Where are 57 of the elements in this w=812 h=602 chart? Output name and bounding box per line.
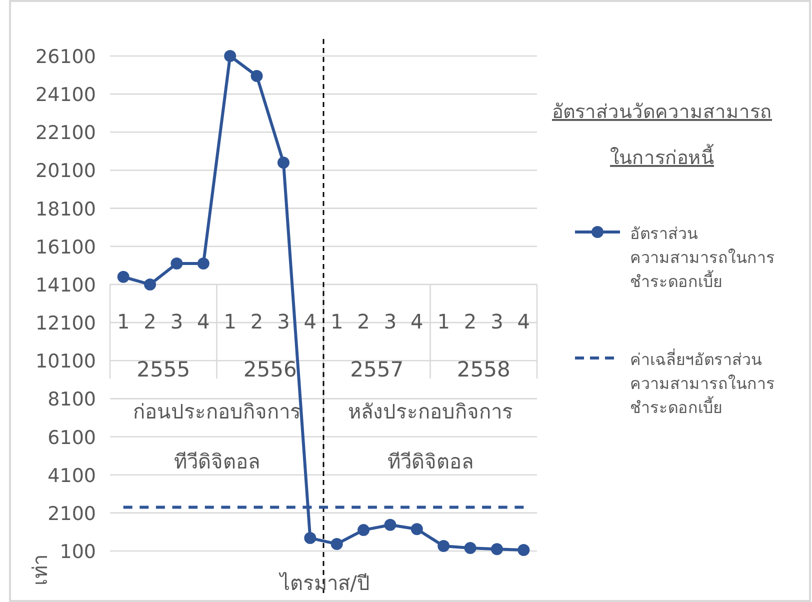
x-tick-label: 4 bbox=[410, 309, 424, 334]
annotation: 2558 bbox=[456, 357, 510, 382]
point bbox=[170, 258, 183, 270]
y-tick-label: 22100 bbox=[36, 122, 96, 144]
legend-label: อัตราส่วน ความสามารถในการ ชำระดอกเบี้ย bbox=[630, 224, 775, 291]
y-tick-label: 12100 bbox=[36, 312, 96, 335]
x-tick-label: 2 bbox=[144, 309, 156, 334]
x-tick-label: 4 bbox=[304, 309, 317, 334]
annotation: 2556 bbox=[243, 357, 297, 382]
point bbox=[144, 278, 156, 290]
y-tick-label: 6100 bbox=[48, 426, 96, 449]
point bbox=[277, 156, 290, 169]
y-tick-label: 26100 bbox=[36, 46, 96, 68]
point bbox=[384, 518, 396, 531]
x-tick-label: 3 bbox=[384, 309, 397, 334]
text: หลังประกอบกิจการ ทีวีดิจิตอล bbox=[348, 400, 513, 474]
point bbox=[518, 544, 530, 556]
x-tick-label: 1 bbox=[330, 309, 344, 334]
point bbox=[304, 532, 316, 544]
y-tick-label: 2100 bbox=[48, 502, 96, 525]
x-tick-label: 3 bbox=[490, 309, 504, 334]
point bbox=[117, 270, 130, 283]
point bbox=[197, 258, 210, 270]
point bbox=[464, 542, 476, 554]
point bbox=[224, 50, 236, 62]
x-tick-label: 1 bbox=[437, 309, 450, 334]
point bbox=[410, 523, 423, 536]
x-axis-title: ไตรมาส/ปี bbox=[278, 571, 370, 595]
legend-label: ค่าเฉลี่ยฯอัตราส่วน ความสามารถในการ ชำระดอกเบี้ย bbox=[630, 348, 775, 417]
x-tick-label: 3 bbox=[170, 309, 184, 334]
y-tick-label: 10100 bbox=[36, 350, 96, 373]
y-tick-label: 4100 bbox=[48, 464, 96, 487]
x-tick-label: 1 bbox=[116, 309, 130, 334]
y-tick-label: 8100 bbox=[48, 388, 96, 411]
y-tick-label: 20100 bbox=[36, 160, 96, 182]
y-tick-label: 24100 bbox=[36, 84, 96, 106]
x-tick-label: 4 bbox=[197, 309, 210, 334]
chart-title: อัตราส่วนวัดความสามารถ ในการก่อหนี้ bbox=[552, 101, 772, 169]
point bbox=[250, 70, 263, 82]
point bbox=[330, 538, 343, 550]
y-axis-title: เท่า bbox=[28, 554, 52, 586]
text: ก่อนประกอบกิจการ ทีวีดิจิตอล bbox=[132, 400, 301, 474]
x-tick-label: 1 bbox=[224, 309, 236, 334]
y-tick-label: 18100 bbox=[36, 198, 96, 220]
x-tick-label: 4 bbox=[517, 309, 530, 334]
annotation: 2555 bbox=[136, 357, 190, 382]
x-tick-label: 3 bbox=[277, 309, 290, 334]
x-tick-label: 2 bbox=[250, 309, 264, 334]
x-tick-label: 2 bbox=[464, 309, 477, 334]
point bbox=[490, 543, 503, 556]
y-tick-label: 16100 bbox=[36, 236, 96, 258]
x-tick-label: 2 bbox=[357, 309, 370, 334]
y-tick-label: 100 bbox=[60, 541, 96, 563]
y-tick-label: 14100 bbox=[36, 274, 96, 296]
point bbox=[438, 540, 450, 552]
point bbox=[358, 524, 370, 536]
annotation: 2557 bbox=[350, 357, 404, 382]
